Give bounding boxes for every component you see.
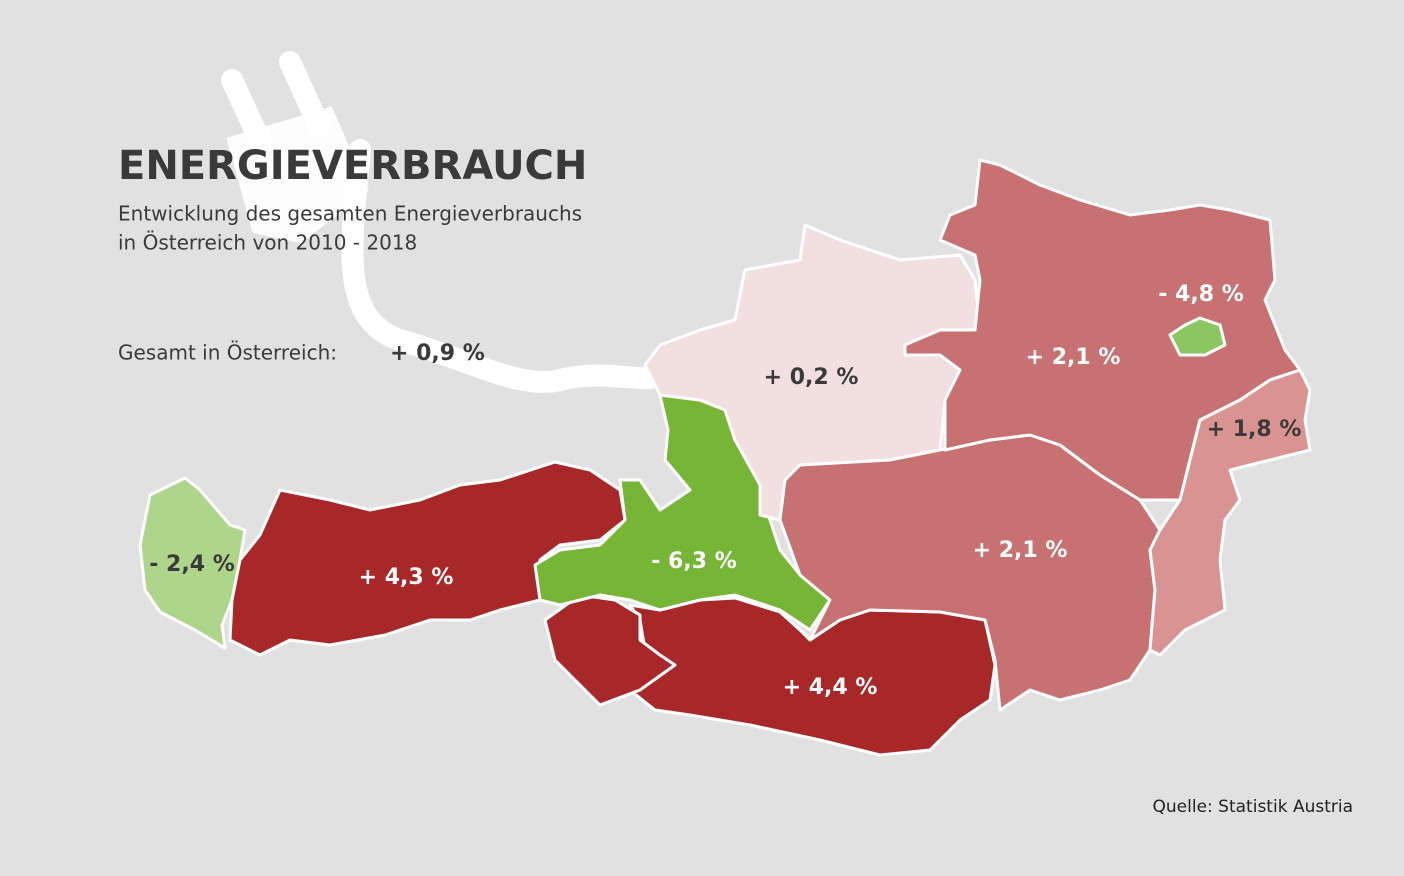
region-label: - 4,8 % bbox=[1158, 282, 1243, 307]
title: ENERGIEVERBRAUCH bbox=[118, 143, 587, 189]
source: Quelle: Statistik Austria bbox=[1153, 797, 1353, 817]
region bbox=[1148, 368, 1312, 657]
region bbox=[543, 593, 677, 707]
region bbox=[228, 460, 627, 657]
total-value: + 0,9 % bbox=[390, 341, 485, 366]
region-label: + 0,2 % bbox=[764, 365, 859, 390]
regions: - 2,4 % + 4,3 % - 6,3 % + 4,4 % + 0,2 % + 2,1… bbox=[138, 158, 1312, 757]
region bbox=[138, 476, 247, 650]
subtitle: Entwicklung des gesamten Energieverbrauc… bbox=[118, 202, 582, 226]
total-label: Gesamt in Österreich: bbox=[118, 341, 337, 365]
region bbox=[1168, 316, 1227, 357]
region bbox=[903, 158, 1302, 502]
region-label: + 2,1 % bbox=[1026, 345, 1121, 370]
region-label: + 4,3 % bbox=[359, 565, 454, 590]
region-label: - 6,3 % bbox=[651, 549, 736, 574]
region-label: - 2,4 % bbox=[149, 552, 234, 577]
subtitle: in Österreich von 2010 - 2018 bbox=[118, 231, 417, 255]
region-label: + 4,4 % bbox=[783, 675, 878, 700]
plug-icon bbox=[221, 51, 661, 393]
region-label: + 1,8 % bbox=[1207, 417, 1302, 442]
region-label: + 2,1 % bbox=[973, 538, 1068, 563]
